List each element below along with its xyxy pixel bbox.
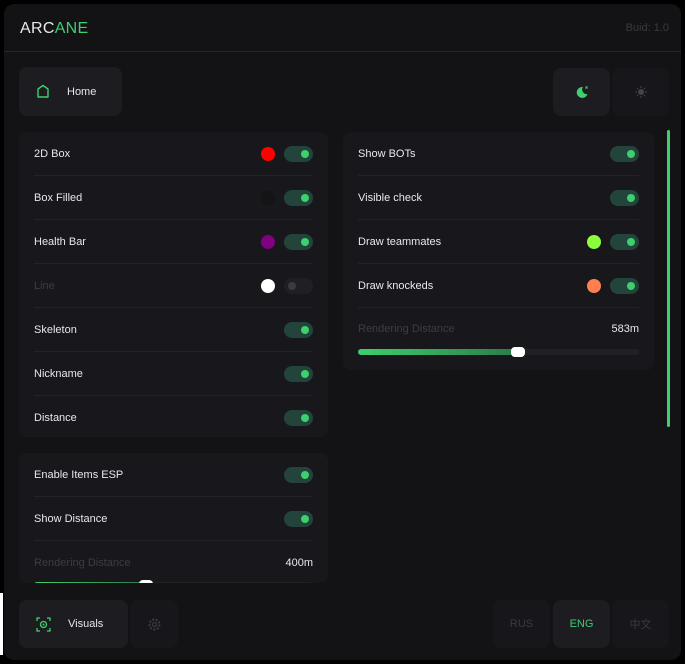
- color-picker[interactable]: [261, 190, 275, 205]
- setting-label: Health Bar: [34, 235, 86, 248]
- logo: ARCANE: [20, 20, 89, 38]
- setting-label: Box Filled: [34, 191, 83, 204]
- rendering-distance: Rendering Distance 583m: [358, 323, 639, 335]
- items-distance-slider[interactable]: [34, 580, 313, 583]
- toggle-switch[interactable]: [610, 189, 639, 206]
- toggle-switch[interactable]: [610, 277, 639, 294]
- distance-slider[interactable]: [358, 347, 639, 357]
- setting-label: Visible check: [358, 191, 422, 204]
- light-theme-button[interactable]: [612, 68, 669, 116]
- setting-label: Nickname: [34, 367, 83, 380]
- setting-label: Enable Items ESP: [34, 468, 124, 481]
- setting-row: Health Bar: [34, 220, 313, 264]
- toggle-switch[interactable]: [284, 145, 313, 162]
- setting-label: Draw knockeds: [358, 279, 434, 292]
- gear-icon: [148, 618, 160, 630]
- player-esp-panel: 2D Box Box Filled Health Bar Line Skeleton Ni…: [19, 132, 328, 437]
- moon-icon: [576, 86, 588, 98]
- slider-thumb[interactable]: [511, 347, 526, 357]
- setting-row: Visible check: [358, 176, 639, 220]
- build-version: Buid: 1.0: [625, 22, 669, 34]
- lang-eng[interactable]: ENG: [553, 600, 610, 648]
- visuals-label: Visuals: [68, 618, 104, 630]
- color-picker[interactable]: [261, 146, 275, 161]
- scrollbar[interactable]: [667, 130, 670, 427]
- lang-rus[interactable]: RUS: [493, 600, 550, 648]
- lang-label: 中文: [629, 619, 652, 631]
- setting-row: Distance: [34, 396, 313, 437]
- slider-label: Rendering Distance: [358, 323, 455, 335]
- toggle-switch[interactable]: [284, 510, 313, 527]
- home-tab[interactable]: Home: [19, 67, 122, 116]
- lang-label: RUS: [509, 618, 534, 630]
- items-rendering-distance: Rendering Distance 400m: [34, 557, 313, 569]
- toggle-switch[interactable]: [610, 145, 639, 162]
- setting-label: Draw teammates: [358, 235, 442, 248]
- setting-label: Skeleton: [34, 323, 77, 336]
- slider-label: Rendering Distance: [34, 557, 131, 569]
- setting-row: Draw knockeds: [358, 264, 639, 308]
- setting-row: 2D Box: [34, 132, 313, 176]
- setting-label: Distance: [34, 411, 77, 424]
- setting-row: Line: [34, 264, 313, 308]
- setting-row: Skeleton: [34, 308, 313, 352]
- slider-value: 400m: [285, 557, 313, 569]
- logo-part2: ANE: [54, 20, 89, 37]
- setting-row: Show BOTs: [358, 132, 639, 176]
- toggle-switch[interactable]: [610, 233, 639, 250]
- lang-label: ENG: [569, 618, 594, 630]
- toggle-switch[interactable]: [284, 365, 313, 382]
- slider-value: 583m: [611, 323, 639, 335]
- home-label: Home: [67, 85, 97, 98]
- header: ARCANE Buid: 1.0: [4, 4, 681, 52]
- dark-theme-button[interactable]: [553, 68, 610, 116]
- slider-thumb[interactable]: [138, 580, 153, 583]
- setting-row: Draw teammates: [358, 220, 639, 264]
- slider-fill: [34, 582, 146, 583]
- setting-row: Show Distance: [34, 497, 313, 541]
- items-esp-panel: Rendering Distance 400m Enable Items ESP…: [19, 453, 328, 583]
- settings-tab[interactable]: [130, 600, 178, 648]
- setting-label: 2D Box: [34, 147, 71, 160]
- lang-zh[interactable]: 中文: [612, 600, 669, 648]
- home-icon: [37, 84, 49, 98]
- setting-label: Show Distance: [34, 512, 108, 525]
- setting-row: Box Filled: [34, 176, 313, 220]
- toggle-switch[interactable]: [284, 233, 313, 250]
- color-picker[interactable]: [261, 278, 275, 293]
- color-picker[interactable]: [587, 234, 601, 249]
- color-picker[interactable]: [261, 234, 275, 249]
- toggle-switch[interactable]: [284, 466, 313, 483]
- toggle-switch[interactable]: [284, 321, 313, 338]
- eye-scan-icon: [36, 616, 51, 632]
- toggle-switch[interactable]: [284, 409, 313, 426]
- bots-panel: Rendering Distance 583m Show BOTs Visible…: [343, 132, 654, 370]
- color-picker[interactable]: [587, 278, 601, 293]
- app-window: ARCANE Buid: 1.0 Home 2D Box Box Filled He…: [4, 4, 681, 660]
- slider-fill: [358, 349, 519, 355]
- setting-row: Enable Items ESP: [34, 453, 313, 497]
- toggle-switch[interactable]: [284, 189, 313, 206]
- sun-icon: [634, 86, 647, 98]
- logo-part1: ARC: [20, 20, 55, 37]
- setting-label: Line: [34, 279, 55, 292]
- setting-label: Show BOTs: [358, 147, 416, 160]
- visuals-tab[interactable]: Visuals: [19, 600, 128, 648]
- edge-marker: [0, 593, 3, 655]
- toggle-switch[interactable]: [284, 277, 313, 294]
- setting-row: Nickname: [34, 352, 313, 396]
